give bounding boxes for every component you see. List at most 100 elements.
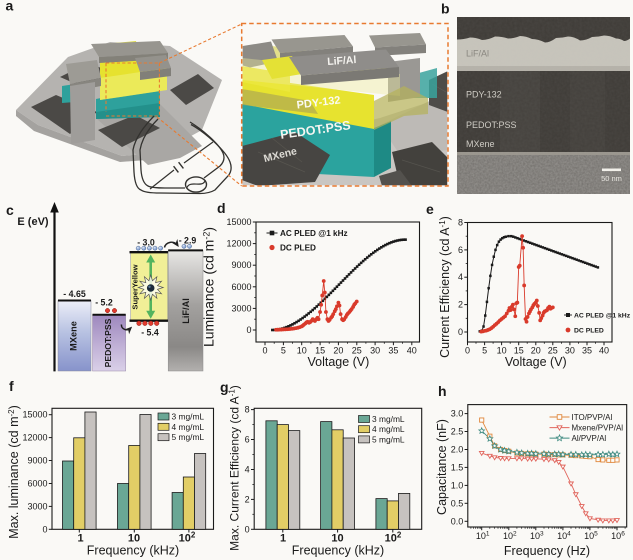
svg-text:Al/PVP/Al: Al/PVP/Al bbox=[572, 434, 607, 443]
svg-text:20: 20 bbox=[333, 346, 343, 356]
svg-text:LiF/Al: LiF/Al bbox=[327, 54, 357, 68]
svg-text:Mxene/PVP/Al: Mxene/PVP/Al bbox=[572, 423, 624, 432]
svg-text:2.0: 2.0 bbox=[451, 445, 464, 455]
svg-text:Frequency (kHz): Frequency (kHz) bbox=[87, 544, 179, 558]
svg-text:6000: 6000 bbox=[27, 479, 47, 489]
svg-text:30: 30 bbox=[370, 346, 380, 356]
svg-text:12000: 12000 bbox=[22, 433, 47, 443]
svg-text:105: 105 bbox=[584, 531, 598, 542]
svg-text:DC PLED: DC PLED bbox=[280, 244, 316, 253]
svg-text:f: f bbox=[9, 378, 14, 394]
svg-text:50 nm: 50 nm bbox=[601, 174, 622, 183]
svg-text:Capacitance (nF): Capacitance (nF) bbox=[435, 419, 449, 515]
svg-text:0: 0 bbox=[458, 327, 463, 337]
svg-text:5: 5 bbox=[281, 346, 286, 356]
svg-text:0: 0 bbox=[262, 346, 267, 356]
svg-text:4 mg/mL: 4 mg/mL bbox=[372, 424, 405, 434]
svg-text:0: 0 bbox=[246, 325, 251, 335]
svg-text:2.5: 2.5 bbox=[451, 427, 464, 437]
svg-text:102: 102 bbox=[503, 531, 517, 542]
svg-text:LiF/Al: LiF/Al bbox=[466, 49, 489, 59]
svg-text:1.5: 1.5 bbox=[451, 462, 464, 472]
svg-text:4: 4 bbox=[245, 465, 250, 475]
svg-text:MXene: MXene bbox=[466, 139, 495, 149]
svg-text:SuperYellow: SuperYellow bbox=[131, 264, 140, 309]
svg-text:Max. luminance (cd m-2): Max. luminance (cd m-2) bbox=[7, 405, 21, 539]
svg-text:9000: 9000 bbox=[27, 456, 47, 466]
svg-text:15000: 15000 bbox=[226, 217, 251, 227]
svg-text:Frequency (kHz): Frequency (kHz) bbox=[292, 544, 384, 558]
svg-text:c: c bbox=[6, 202, 14, 218]
svg-text:0: 0 bbox=[42, 524, 47, 534]
svg-text:6: 6 bbox=[458, 245, 463, 255]
svg-text:1: 1 bbox=[77, 533, 83, 545]
svg-text:35: 35 bbox=[388, 346, 398, 356]
svg-text:25: 25 bbox=[548, 346, 558, 356]
svg-text:- 4.65: - 4.65 bbox=[63, 289, 86, 299]
svg-text:101: 101 bbox=[476, 531, 490, 542]
svg-text:0: 0 bbox=[245, 524, 250, 534]
svg-text:15: 15 bbox=[315, 346, 325, 356]
svg-text:15000: 15000 bbox=[22, 410, 47, 420]
svg-text:Current Efficiency (cd A-1): Current Efficiency (cd A-1) bbox=[438, 216, 452, 358]
svg-text:4: 4 bbox=[458, 272, 463, 282]
svg-text:8: 8 bbox=[245, 405, 250, 415]
svg-text:102: 102 bbox=[385, 531, 402, 545]
svg-text:15: 15 bbox=[514, 346, 524, 356]
svg-text:104: 104 bbox=[557, 531, 571, 542]
svg-text:10: 10 bbox=[297, 346, 307, 356]
svg-text:PEDOT:PSS: PEDOT:PSS bbox=[103, 318, 113, 367]
svg-text:10: 10 bbox=[497, 346, 507, 356]
svg-text:5 mg/mL: 5 mg/mL bbox=[372, 434, 405, 444]
svg-text:DC PLED: DC PLED bbox=[574, 328, 604, 335]
svg-text:PEDOT:PSS: PEDOT:PSS bbox=[466, 120, 517, 130]
svg-text:0: 0 bbox=[465, 346, 470, 356]
svg-text:35: 35 bbox=[582, 346, 592, 356]
svg-text:b: b bbox=[441, 1, 450, 17]
svg-text:1.0: 1.0 bbox=[451, 480, 464, 490]
svg-text:5: 5 bbox=[482, 346, 487, 356]
svg-text:40: 40 bbox=[407, 346, 417, 356]
svg-text:40: 40 bbox=[599, 346, 609, 356]
svg-text:Voltage (V): Voltage (V) bbox=[307, 355, 369, 369]
svg-text:g: g bbox=[220, 379, 229, 395]
svg-text:E (eV): E (eV) bbox=[17, 216, 49, 228]
svg-text:h: h bbox=[438, 383, 447, 399]
svg-text:2: 2 bbox=[458, 300, 463, 310]
svg-text:- 5.2: - 5.2 bbox=[95, 298, 113, 308]
svg-text:1: 1 bbox=[280, 533, 286, 545]
svg-text:3.0: 3.0 bbox=[451, 409, 464, 419]
svg-text:30: 30 bbox=[565, 346, 575, 356]
svg-text:20: 20 bbox=[531, 346, 541, 356]
svg-text:Voltage (V): Voltage (V) bbox=[505, 355, 567, 369]
svg-text:6000: 6000 bbox=[231, 282, 251, 292]
svg-text:10: 10 bbox=[331, 533, 343, 545]
svg-text:8: 8 bbox=[458, 218, 463, 228]
svg-text:0.0: 0.0 bbox=[451, 516, 464, 526]
svg-text:AC PLED @1 kHz: AC PLED @1 kHz bbox=[574, 313, 631, 320]
svg-text:a: a bbox=[6, 0, 14, 14]
svg-text:3 mg/mL: 3 mg/mL bbox=[172, 412, 205, 422]
svg-text:LiF/Al: LiF/Al bbox=[181, 298, 191, 324]
svg-text:Frequency (Hz): Frequency (Hz) bbox=[504, 544, 590, 558]
svg-text:- 3.0: - 3.0 bbox=[137, 238, 155, 248]
svg-text:3 mg/mL: 3 mg/mL bbox=[372, 414, 405, 424]
svg-text:d: d bbox=[217, 200, 226, 216]
svg-text:3000: 3000 bbox=[27, 501, 47, 511]
svg-text:102: 102 bbox=[179, 531, 196, 545]
svg-text:PDY-132: PDY-132 bbox=[296, 94, 341, 111]
svg-text:12000: 12000 bbox=[226, 239, 251, 249]
svg-text:5 mg/mL: 5 mg/mL bbox=[172, 432, 205, 442]
svg-text:25: 25 bbox=[352, 346, 362, 356]
svg-text:9000: 9000 bbox=[231, 260, 251, 270]
svg-text:2: 2 bbox=[245, 494, 250, 504]
svg-text:Max. Current Efficiency (cd A-: Max. Current Efficiency (cd A-1) bbox=[228, 385, 242, 551]
svg-text:AC PLED @1 kHz: AC PLED @1 kHz bbox=[280, 229, 348, 238]
svg-text:- 2.9: - 2.9 bbox=[179, 236, 197, 246]
svg-text:6: 6 bbox=[245, 435, 250, 445]
svg-text:106: 106 bbox=[611, 531, 625, 542]
svg-text:e: e bbox=[426, 201, 434, 217]
svg-text:MXene: MXene bbox=[69, 321, 79, 351]
svg-text:Luminance (cd m-2): Luminance (cd m-2) bbox=[201, 227, 217, 347]
svg-text:3000: 3000 bbox=[231, 303, 251, 313]
